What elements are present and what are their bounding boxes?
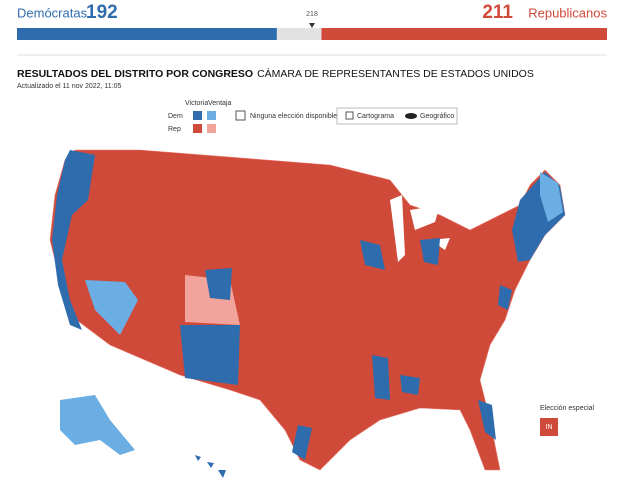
swatch-rep-lead — [207, 124, 216, 133]
special-title: Elección especial — [540, 405, 595, 412]
dem-label: Demócratas — [17, 5, 88, 20]
map-dem-lead-maine — [540, 172, 563, 222]
legend-lead: Ventaja — [208, 100, 231, 107]
dem-seats: 192 — [86, 2, 118, 23]
geographic-label: Geográfico — [420, 113, 454, 120]
map-alaska — [60, 395, 135, 455]
majority-marker — [309, 23, 315, 28]
special-box[interactable] — [540, 418, 558, 436]
cartogram-label: Cartograma — [357, 113, 394, 120]
legend-rep: Rep — [168, 126, 181, 133]
cartogram-icon — [345, 111, 354, 120]
title-sub: CÁMARA DE REPRESENTANTES DE ESTADOS UNID… — [257, 67, 534, 80]
special-state: IN — [546, 424, 553, 431]
title: RESULTADOS DEL DISTRITO POR CONGRESO CÁMA… — [17, 67, 534, 80]
legend-none: Ninguna elección disponible — [250, 113, 337, 120]
map-dem-lead-nevada — [85, 280, 138, 335]
rep-seats: 211 — [482, 2, 513, 23]
swatch-dem-win — [193, 111, 202, 120]
map-dem-new-mexico — [180, 325, 240, 385]
dem-seat-bar — [17, 28, 277, 40]
map-dem-west-coast — [52, 150, 95, 330]
cartogram-button[interactable]: Cartograma — [345, 111, 394, 120]
rep-seat-bar — [321, 28, 607, 40]
legend-win: Victoria — [185, 100, 208, 107]
rep-label: Republicanos — [528, 5, 607, 20]
swatch-rep-win — [193, 124, 202, 133]
swatch-dem-lead — [207, 111, 216, 120]
majority-label: 218 — [306, 11, 318, 18]
map-hawaii — [195, 455, 226, 478]
view-toggle — [336, 107, 458, 125]
swatch-none — [235, 110, 246, 121]
legend-dem: Dem — [168, 113, 183, 120]
updated: Actualizado el 11 nov 2022, 11:05 — [17, 83, 122, 90]
us-map — [49, 149, 566, 478]
map-rep-area — [49, 149, 566, 471]
title-main: RESULTADOS DEL DISTRITO POR CONGRESO — [17, 68, 253, 80]
map-dem-colorado — [205, 268, 232, 300]
geographic-icon — [405, 113, 417, 119]
geographic-button[interactable]: Geográfico — [405, 113, 454, 120]
great-lakes — [390, 195, 450, 262]
